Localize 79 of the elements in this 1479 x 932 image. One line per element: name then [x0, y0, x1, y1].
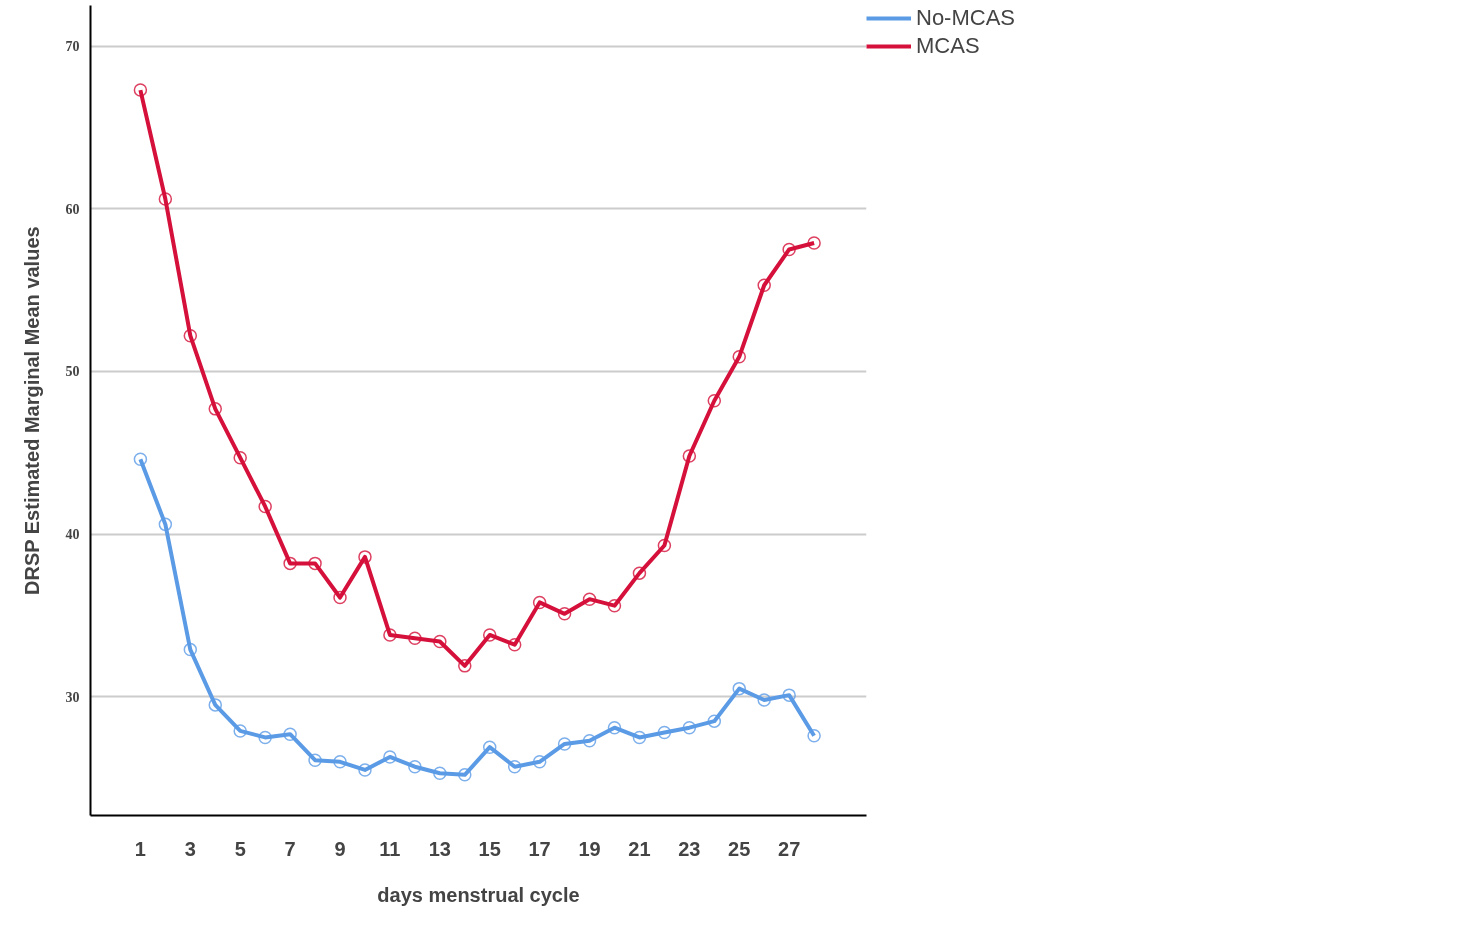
point: [582, 733, 597, 748]
point: [632, 566, 647, 580]
y-tick-label: 70: [65, 39, 80, 55]
point: [782, 242, 796, 257]
point: [358, 763, 372, 777]
point: [532, 755, 547, 769]
point: [657, 725, 672, 740]
point: [757, 693, 771, 707]
y-tick-label: 40: [65, 527, 80, 543]
point: [807, 236, 821, 250]
x-tick-label: 3: [184, 837, 196, 860]
legend-label: No-MCAS: [916, 5, 1016, 31]
point: [532, 595, 547, 610]
point: [258, 499, 272, 514]
point: [333, 755, 347, 769]
point: [408, 631, 422, 645]
x-tick-label: 9: [334, 837, 346, 860]
point: [682, 449, 697, 463]
point: [582, 592, 597, 606]
legend-label: MCAS: [916, 33, 980, 59]
x-tick-label: 27: [778, 837, 801, 860]
x-tick-label: 15: [478, 837, 501, 860]
point: [482, 628, 497, 642]
point: [807, 729, 821, 743]
point: [233, 450, 247, 465]
point: [258, 730, 272, 745]
point: [383, 750, 397, 764]
point: [308, 753, 322, 767]
point: [283, 727, 297, 741]
x-tick-label: 17: [528, 837, 551, 860]
point: [732, 350, 746, 364]
point: [632, 730, 647, 745]
point: [507, 759, 522, 774]
point: [183, 328, 198, 343]
point: [383, 628, 397, 642]
point: [208, 402, 223, 416]
point: [557, 737, 572, 751]
y-axis-title: DRSP Estimated Marginal Mean values: [20, 226, 43, 595]
point: [507, 637, 522, 652]
x-tick-label: 21: [628, 837, 651, 860]
y-tick-label: 50: [65, 364, 80, 380]
point: [682, 720, 697, 735]
point: [782, 688, 796, 702]
point: [458, 768, 472, 782]
x-tick-label: 1: [134, 837, 146, 860]
point: [158, 192, 173, 206]
point: [607, 720, 622, 735]
point: [482, 740, 497, 754]
point: [208, 698, 223, 712]
point: [333, 590, 347, 605]
x-tick-label: 23: [678, 837, 701, 860]
y-tick-label: 60: [65, 201, 80, 217]
point: [233, 724, 247, 738]
point: [283, 556, 297, 571]
point: [133, 83, 148, 97]
point: [458, 659, 472, 673]
point: [408, 759, 422, 774]
point: [183, 642, 198, 657]
point: [707, 714, 722, 728]
point: [433, 766, 447, 780]
point: [133, 452, 148, 467]
point: [607, 598, 622, 613]
point: [657, 538, 672, 553]
point: [707, 394, 722, 408]
x-tick-label: 7: [284, 837, 296, 860]
point: [732, 681, 746, 696]
point: [557, 607, 572, 621]
x-tick-label: 11: [379, 837, 401, 860]
x-tick-label: 5: [234, 837, 246, 860]
y-tick-label: 30: [65, 689, 80, 705]
point: [433, 634, 447, 649]
x-tick-label: 13: [428, 837, 451, 860]
x-tick-label: 19: [578, 837, 601, 860]
point: [158, 517, 173, 532]
x-axis-title: days menstrual cycle: [377, 883, 580, 906]
x-tick-label: 25: [728, 837, 751, 860]
point: [757, 278, 771, 292]
point: [308, 556, 322, 571]
point: [358, 550, 372, 564]
